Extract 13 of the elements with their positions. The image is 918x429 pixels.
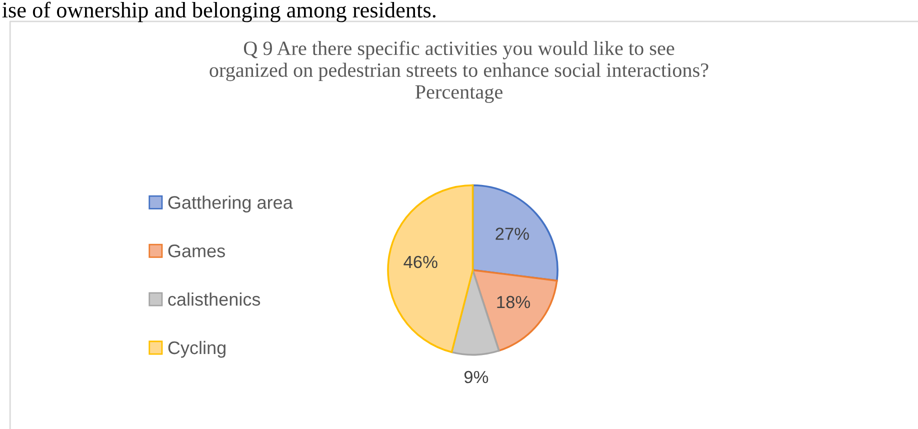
- legend-label: calisthenics: [168, 292, 260, 306]
- chart-title: Q 9 Are there specific activities you would like to see organized on pedestrian streets to enhance social interactions? Percentage: [210, 40, 708, 103]
- legend-label: Games: [168, 244, 225, 258]
- text: ise of ownership and belonging among residents.: [2, 2, 436, 22]
- data-label: 18%: [497, 296, 530, 308]
- data-label: 9%: [464, 370, 488, 384]
- legend-label: Cycling: [168, 340, 226, 358]
- pie-slice: [387, 184, 474, 354]
- pie-slice: [472, 269, 558, 352]
- legend-label: Gatthering area: [168, 196, 293, 212]
- data-label: 46%: [404, 256, 438, 268]
- data-label: 27%: [496, 228, 529, 240]
- pie-slice: [472, 184, 558, 282]
